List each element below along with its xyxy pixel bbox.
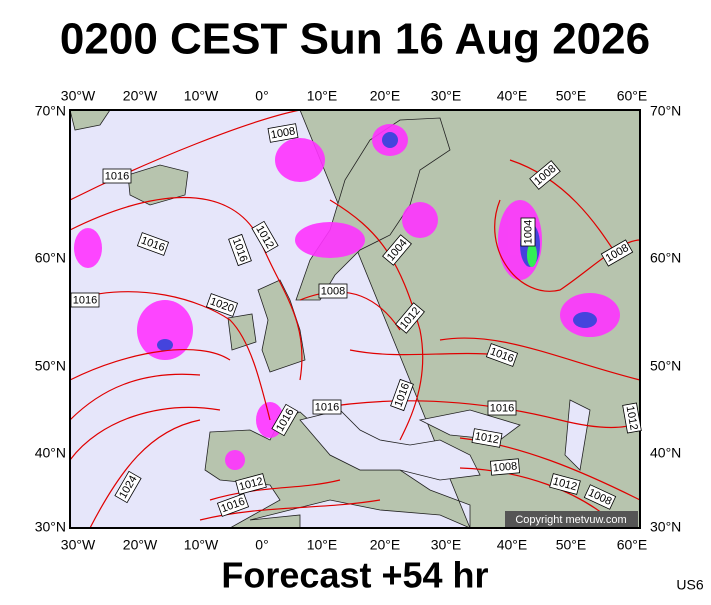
isobar-label: 1008 xyxy=(318,283,348,299)
lat-label-right: 60°N xyxy=(650,250,681,266)
lat-label-right: 40°N xyxy=(650,445,681,461)
isobar-label-box xyxy=(622,402,642,434)
isobar-label: 1016 xyxy=(487,400,517,416)
lat-label-left: 70°N xyxy=(35,103,66,119)
copyright: Copyright metvuw.com xyxy=(515,514,626,526)
isobar-label: 1016 xyxy=(216,493,250,517)
lon-label-top: 10°E xyxy=(307,88,338,104)
isobar-label-text: 1008 xyxy=(492,460,517,474)
lat-label-left: 50°N xyxy=(35,358,66,374)
isobar-label-box xyxy=(102,168,132,184)
lon-label-top: 10°W xyxy=(184,88,219,104)
isobar-label: 1016 xyxy=(485,343,519,367)
isobar-label-text: 1016 xyxy=(315,401,339,413)
isobar-label-box xyxy=(490,458,520,476)
isobar-label: 1020 xyxy=(205,293,239,317)
isobar-label-box xyxy=(70,292,100,308)
isobar-label-box xyxy=(382,234,412,266)
isobar-label-box xyxy=(318,283,348,299)
isobar-label-text: 1004 xyxy=(522,220,534,244)
forecast-label: Forecast +54 hr xyxy=(221,555,488,596)
isobar-label-box xyxy=(390,378,414,412)
map-frame xyxy=(69,109,641,529)
lat-label-right: 50°N xyxy=(650,358,681,374)
isobar-label-box xyxy=(583,484,617,510)
lat-label-left: 40°N xyxy=(35,445,66,461)
lon-label-bottom: 40°E xyxy=(497,537,528,553)
isobar-label: 1016 xyxy=(228,233,252,267)
isobar-label-text: 1012 xyxy=(624,405,640,431)
isobar-label-box xyxy=(600,239,634,267)
lon-label-bottom: 20°E xyxy=(370,537,401,553)
isobar-label-text: 1016 xyxy=(73,294,97,306)
isobar-label-box xyxy=(529,160,561,190)
isobar-label-text: 1016 xyxy=(490,402,514,414)
lat-label-right: 70°N xyxy=(650,103,681,119)
lon-label-top: 20°E xyxy=(370,88,401,104)
isobar-label: 1012 xyxy=(549,473,581,495)
isobar-label-text: 1008 xyxy=(321,285,345,297)
lon-label-bottom: 0° xyxy=(255,537,268,553)
lon-label-top: 30°W xyxy=(61,88,96,104)
isobar-label-box xyxy=(520,217,536,247)
isobar-label-box xyxy=(228,233,252,267)
lon-label-bottom: 10°E xyxy=(307,537,338,553)
copyright-box xyxy=(505,511,638,527)
lat-label-left: 30°N xyxy=(35,519,66,535)
isobar-label: 1016 xyxy=(136,232,170,256)
isobar-label-box xyxy=(471,428,503,448)
isobar-label-box xyxy=(114,470,142,504)
lon-label-top: 40°E xyxy=(497,88,528,104)
isobar-label: 1012 xyxy=(622,402,642,434)
lat-label-left: 60°N xyxy=(35,250,66,266)
lon-label-bottom: 50°E xyxy=(556,537,587,553)
isobar-label-box xyxy=(251,220,279,254)
isobar-label: 1008 xyxy=(267,123,299,143)
isobar-label-box xyxy=(205,293,239,317)
lon-label-top: 20°W xyxy=(123,88,158,104)
lon-label-bottom: 30°W xyxy=(61,537,96,553)
isobar-label-text: 1008 xyxy=(270,125,296,141)
isobar-label-box xyxy=(549,473,581,495)
isobar-label: 1012 xyxy=(471,428,503,448)
isobar-label-box xyxy=(235,473,267,495)
isobar-label: 1016 xyxy=(102,168,132,184)
isobar-label-box xyxy=(395,302,425,334)
model-code: US6 xyxy=(676,577,703,593)
lon-label-bottom: 10°W xyxy=(184,537,219,553)
isobar-label-box xyxy=(312,399,342,415)
lon-label-top: 0° xyxy=(255,88,268,104)
isobar-label: 1004 xyxy=(520,217,536,247)
lon-label-bottom: 30°E xyxy=(431,537,462,553)
isobar-label: 1008 xyxy=(490,458,520,476)
isobar-label: 1016 xyxy=(312,399,342,415)
isobar-label-box xyxy=(271,403,299,437)
lon-label-top: 30°E xyxy=(431,88,462,104)
isobar-label-box xyxy=(485,343,519,367)
lon-label-top: 60°E xyxy=(617,88,648,104)
isobar-label-box xyxy=(216,493,250,517)
isobar-label-text: 1016 xyxy=(105,170,129,182)
isobar-label-box xyxy=(136,232,170,256)
lon-label-bottom: 60°E xyxy=(617,537,648,553)
isobar-label-box xyxy=(487,400,517,416)
isobar-label: 1016 xyxy=(390,378,414,412)
isobar-label: 1012 xyxy=(235,473,267,495)
isobar-label-box xyxy=(267,123,299,143)
isobar-label-text: 1012 xyxy=(474,430,500,446)
lon-label-bottom: 20°W xyxy=(123,537,158,553)
lat-label-right: 30°N xyxy=(650,519,681,535)
lon-label-top: 50°E xyxy=(556,88,587,104)
isobar-label: 1016 xyxy=(70,292,100,308)
title: 0200 CEST Sun 16 Aug 2026 xyxy=(60,15,650,64)
